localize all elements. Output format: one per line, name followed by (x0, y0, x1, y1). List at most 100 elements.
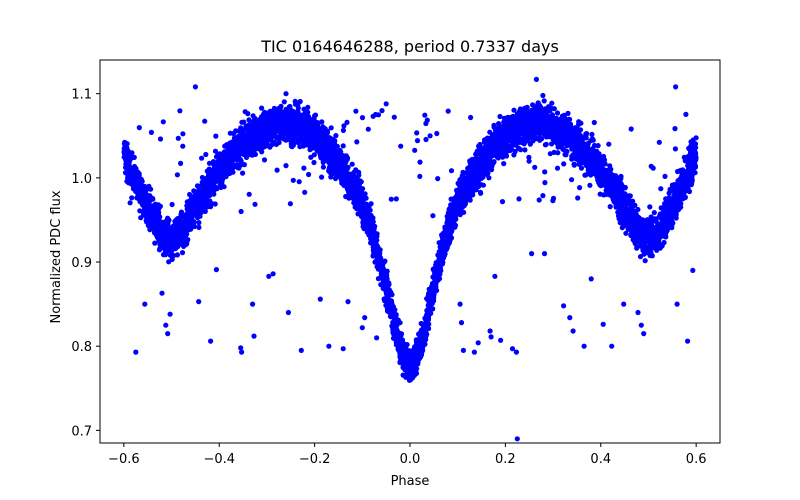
data-point (617, 220, 623, 226)
data-point (619, 225, 625, 231)
data-point (137, 208, 143, 214)
data-point (686, 188, 693, 195)
data-point (239, 119, 245, 125)
data-point (340, 143, 346, 149)
data-point (126, 168, 133, 174)
data-point (481, 139, 488, 145)
data-point (524, 138, 530, 144)
data-point (693, 145, 699, 151)
data-point (460, 169, 466, 175)
data-point (467, 196, 473, 202)
data-point (484, 135, 490, 141)
data-point (551, 106, 557, 112)
data-point (271, 139, 277, 145)
data-point (524, 104, 530, 110)
data-point (541, 98, 547, 104)
data-point (501, 161, 507, 167)
data-point (576, 119, 582, 125)
data-point (554, 110, 561, 116)
data-point (603, 183, 609, 189)
data-point (557, 143, 563, 150)
data-point (549, 100, 555, 106)
data-point (472, 158, 478, 165)
data-point (569, 154, 575, 160)
data-point (333, 133, 339, 139)
data-point (182, 215, 189, 221)
data-point (389, 292, 395, 298)
data-point (637, 254, 644, 260)
data-point (334, 143, 340, 149)
data-point (319, 119, 325, 125)
data-point (651, 210, 657, 216)
data-point (212, 148, 219, 154)
data-point (164, 241, 170, 247)
data-point (506, 114, 512, 121)
data-point (642, 258, 648, 264)
data-point (658, 205, 664, 211)
data-point (351, 197, 357, 203)
data-point (562, 118, 568, 124)
data-point (194, 183, 201, 189)
data-point (540, 92, 546, 99)
data-point (196, 220, 202, 226)
data-point (246, 117, 252, 123)
data-point (491, 159, 497, 165)
data-point (163, 245, 169, 251)
data-point (206, 160, 213, 166)
data-point (500, 154, 506, 160)
data-point (281, 99, 287, 105)
data-point (295, 105, 301, 111)
data-point (572, 125, 578, 131)
data-point (227, 130, 233, 136)
data-point (406, 377, 413, 383)
data-point (450, 203, 456, 209)
data-point (571, 161, 577, 167)
data-point (424, 296, 430, 302)
data-point (462, 176, 468, 182)
data-point (368, 212, 374, 219)
data-point (646, 218, 652, 224)
data-point (483, 168, 489, 174)
data-point (250, 113, 256, 119)
data-point (286, 104, 292, 110)
data-point (511, 107, 517, 113)
data-point (589, 131, 595, 137)
data-point (160, 252, 167, 258)
data-point (305, 109, 311, 115)
data-point (312, 112, 319, 118)
data-point (514, 111, 520, 117)
data-point (543, 141, 549, 147)
data-point (308, 154, 314, 160)
data-point (325, 157, 331, 163)
data-point (516, 145, 522, 151)
data-point (567, 121, 574, 127)
data-point (486, 175, 492, 181)
data-point (196, 224, 202, 230)
data-point (628, 226, 635, 232)
data-point (259, 105, 265, 111)
data-point (442, 224, 448, 230)
data-point (210, 191, 216, 197)
data-point (607, 182, 614, 188)
data-point (663, 196, 669, 202)
data-point (497, 113, 503, 120)
data-point (578, 165, 585, 171)
data-point (565, 110, 571, 116)
data-point (412, 344, 418, 350)
data-point (156, 247, 163, 253)
data-point (152, 240, 158, 246)
data-point (344, 156, 350, 162)
scatter-points (121, 76, 699, 442)
data-point (501, 115, 507, 121)
chart-title: TIC 0164646288, period 0.7337 days (260, 37, 559, 56)
data-point (349, 161, 355, 167)
data-point (363, 195, 369, 201)
data-point (600, 156, 607, 162)
data-point (259, 149, 265, 155)
data-point (178, 211, 184, 217)
data-point (654, 247, 660, 253)
data-point (246, 122, 252, 128)
data-point (417, 354, 424, 360)
